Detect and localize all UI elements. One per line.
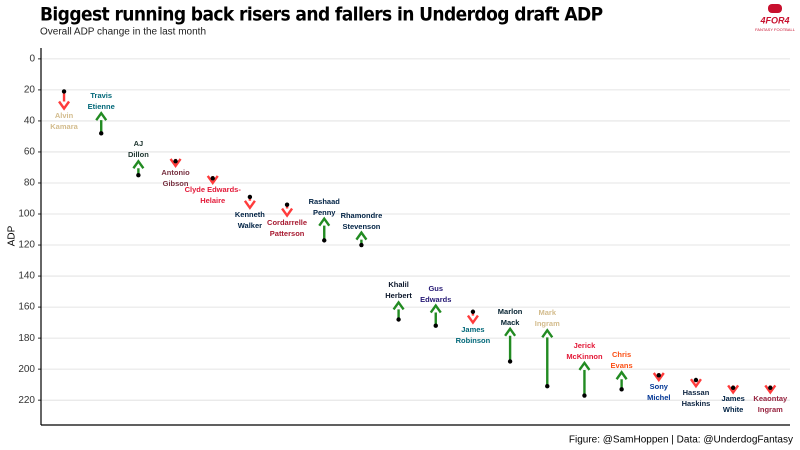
player-label: James White bbox=[721, 394, 745, 415]
start-dot bbox=[359, 242, 364, 248]
player-label: Travis Etienne bbox=[87, 91, 115, 112]
start-dot bbox=[210, 176, 215, 181]
arrow bbox=[578, 360, 591, 396]
y-tick-label: 140 bbox=[18, 271, 35, 282]
start-dot bbox=[656, 373, 661, 378]
start-dot bbox=[136, 173, 141, 178]
y-tick-label: 60 bbox=[24, 147, 36, 158]
player-label: Marlon Mack bbox=[497, 306, 523, 327]
player-label: Hassan Haskins bbox=[681, 388, 711, 409]
start-dot bbox=[247, 194, 253, 200]
arrow bbox=[318, 216, 331, 241]
start-dot bbox=[396, 317, 401, 322]
start-dot bbox=[619, 387, 624, 392]
y-tick-label: 200 bbox=[18, 364, 35, 375]
player-label: Mark Ingram bbox=[534, 308, 560, 329]
arrow bbox=[58, 91, 71, 111]
player-label: Chris Evans bbox=[610, 350, 633, 371]
player-label: Clyde Edwards-Helaire bbox=[184, 184, 241, 205]
player-label: Rashaad Penny bbox=[308, 196, 340, 217]
start-dot bbox=[284, 202, 290, 207]
start-dot bbox=[545, 384, 550, 389]
player-label: Alvin Kamara bbox=[50, 110, 78, 131]
start-dot bbox=[61, 89, 67, 94]
start-dot bbox=[99, 131, 104, 136]
logo: 4FOR4 bbox=[759, 15, 789, 25]
y-axis-label: ADP bbox=[7, 225, 18, 246]
start-dot bbox=[173, 159, 178, 164]
player-label: Rhamondre Stevenson bbox=[340, 210, 383, 231]
player-label: Keaontay Ingram bbox=[753, 394, 788, 415]
caption: Figure: @SamHoppen | Data: @UnderdogFant… bbox=[569, 435, 793, 446]
y-tick-label: 0 bbox=[29, 54, 35, 65]
player-label: Sony Michel bbox=[647, 382, 671, 402]
player-label: James Robinson bbox=[455, 324, 491, 345]
chart-title: Biggest running back risers and fallers … bbox=[40, 4, 603, 26]
start-dot bbox=[470, 309, 476, 314]
start-dot bbox=[433, 323, 438, 328]
y-tick-label: 220 bbox=[18, 395, 35, 406]
y-tick-label: 40 bbox=[24, 116, 36, 127]
y-tick-label: 180 bbox=[18, 333, 35, 344]
start-dot bbox=[582, 393, 587, 398]
arrow bbox=[541, 328, 554, 387]
y-tick-label: 120 bbox=[18, 240, 35, 251]
chart-subtitle: Overall ADP change in the last month bbox=[40, 27, 206, 38]
arrow bbox=[615, 370, 628, 390]
y-tick-label: 160 bbox=[18, 302, 35, 313]
y-tick-label: 80 bbox=[24, 178, 36, 189]
y-tick-label: 20 bbox=[24, 85, 36, 96]
player-label: AJ Dillon bbox=[127, 139, 149, 160]
player-label: Gus Edwards bbox=[420, 283, 452, 304]
arrow bbox=[95, 111, 108, 134]
player-label: Antonio Gibson bbox=[161, 167, 190, 188]
arrow bbox=[392, 300, 405, 320]
start-dot bbox=[768, 385, 773, 390]
player-label: Cordarrelle Patterson bbox=[267, 217, 308, 238]
player-label: Jerick McKinnon bbox=[566, 340, 603, 361]
y-tick-label: 100 bbox=[18, 209, 35, 220]
player-label: Kenneth Walker bbox=[234, 209, 265, 230]
start-dot bbox=[730, 385, 736, 390]
arrow bbox=[429, 303, 442, 326]
start-dot bbox=[507, 359, 513, 364]
logo-subtitle: FANTASY FOOTBALL bbox=[755, 27, 796, 32]
start-dot bbox=[693, 377, 699, 383]
player-label: Khalil Herbert bbox=[385, 280, 412, 301]
logo-icon bbox=[768, 4, 782, 13]
arrow bbox=[504, 326, 517, 362]
start-dot bbox=[322, 238, 327, 243]
